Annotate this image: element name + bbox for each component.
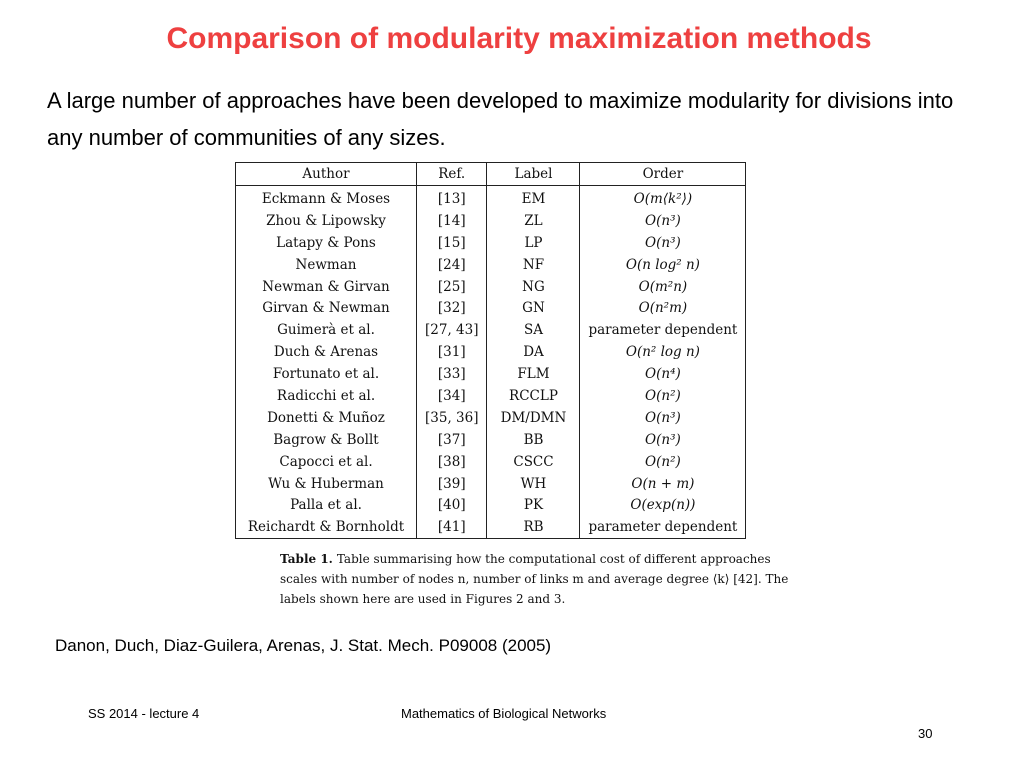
table-row: Bagrow & Bollt [37] BB O(n³) xyxy=(235,428,747,451)
table-row: Reichardt & Bornholdt [41] RB parameter dep… xyxy=(235,516,747,540)
footer-course: SS 2014 - lecture 4 xyxy=(88,706,200,721)
footer-title: Mathematics of Biological Networks xyxy=(401,706,607,721)
cell-ref: [41] xyxy=(415,516,488,540)
cell-author: Eckmann & Moses xyxy=(235,185,417,210)
cell-author: Zhou & Lipowsky xyxy=(235,209,417,232)
table-row: Capocci et al. [38] CSCC O(n²) xyxy=(235,450,747,473)
cell-author: Latapy & Pons xyxy=(235,231,417,254)
cell-ref: [39] xyxy=(415,472,488,495)
table-row: Donetti & Muñoz [35, 36] DM/DMN O(n³) xyxy=(235,406,747,429)
cell-author: Palla et al. xyxy=(235,494,417,517)
table-row: Newman & Girvan [25] NG O(m²n) xyxy=(235,275,747,298)
table-row: Zhou & Lipowsky [14] ZL O(n³) xyxy=(235,209,747,232)
cell-ref: [24] xyxy=(415,253,488,276)
cell-order: parameter dependent xyxy=(579,319,747,342)
citation: Danon, Duch, Diaz-Guilera, Arenas, J. St… xyxy=(55,636,552,655)
cell-order: parameter dependent xyxy=(579,516,747,540)
cell-ref: [38] xyxy=(415,450,488,473)
header-label: Label xyxy=(486,162,581,186)
table-row: Duch & Arenas [31] DA O(n² log n) xyxy=(235,341,747,364)
cell-author: Girvan & Newman xyxy=(235,297,417,320)
cell-ref: [25] xyxy=(415,275,488,298)
cell-ref: [14] xyxy=(415,209,488,232)
table-row: Guimerà et al. [27, 43] SA parameter depend… xyxy=(235,319,747,342)
cell-author: Donetti & Muñoz xyxy=(235,406,417,429)
cell-ref: [13] xyxy=(415,185,488,210)
table-row: Palla et al. [40] PK O(exp(n)) xyxy=(235,494,747,517)
header-author: Author xyxy=(235,162,417,186)
table-body: Eckmann & Moses [13] EM O(m⟨k²⟩) Zhou & Lipo… xyxy=(235,185,747,540)
cell-order: O(n⁴) xyxy=(579,363,747,386)
cell-author: Wu & Huberman xyxy=(235,472,417,495)
table-row: Fortunato et al. [33] FLM O(n⁴) xyxy=(235,363,747,386)
header-order: Order xyxy=(579,162,747,186)
cell-order: O(exp(n)) xyxy=(579,494,747,517)
cell-author: Fortunato et al. xyxy=(235,363,417,386)
cell-label: EM xyxy=(486,185,581,210)
cell-ref: [37] xyxy=(415,428,488,451)
caption-text: Table summarising how the computational … xyxy=(280,552,789,606)
cell-label: SA xyxy=(486,319,581,342)
cell-order: O(n²) xyxy=(579,385,747,407)
cell-label: PK xyxy=(486,494,581,517)
table-row: Wu & Huberman [39] WH O(n + m) xyxy=(235,472,747,495)
table-row: Girvan & Newman [32] GN O(n²m) xyxy=(235,297,747,320)
cell-label: LP xyxy=(486,231,581,254)
cell-author: Reichardt & Bornholdt xyxy=(235,516,417,540)
header-ref: Ref. xyxy=(415,162,488,186)
cell-ref: [31] xyxy=(415,341,488,364)
cell-author: Duch & Arenas xyxy=(235,341,417,364)
cell-label: ZL xyxy=(486,209,581,232)
cell-order: O(n³) xyxy=(579,209,747,232)
cell-order: O(n²) xyxy=(579,450,747,473)
cell-label: BB xyxy=(486,428,581,451)
cell-author: Guimerà et al. xyxy=(235,319,417,342)
cell-order: O(n² log n) xyxy=(579,341,747,364)
cell-ref: [35, 36] xyxy=(415,406,488,429)
cell-ref: [40] xyxy=(415,494,488,517)
cell-order: O(n³) xyxy=(579,231,747,254)
cell-label: WH xyxy=(486,472,581,495)
cell-order: O(n³) xyxy=(579,428,747,451)
table-row: Latapy & Pons [15] LP O(n³) xyxy=(235,231,747,254)
cell-ref: [34] xyxy=(415,385,488,407)
table-caption: Table 1. Table summarising how the comput… xyxy=(280,549,800,609)
table-row: Newman [24] NF O(n log² n) xyxy=(235,253,747,276)
page-number: 30 xyxy=(918,726,933,741)
cell-label: NG xyxy=(486,275,581,298)
cell-author: Newman & Girvan xyxy=(235,275,417,298)
table-row: Eckmann & Moses [13] EM O(m⟨k²⟩) xyxy=(235,185,747,210)
cell-author: Bagrow & Bollt xyxy=(235,428,417,451)
cell-label: GN xyxy=(486,297,581,320)
table-header: Author Ref. Label Order xyxy=(235,162,747,186)
cell-label: RB xyxy=(486,516,581,540)
cell-ref: [27, 43] xyxy=(415,319,488,342)
cell-author: Newman xyxy=(235,253,417,276)
intro-text: A large number of approaches have been d… xyxy=(47,88,954,150)
cell-order: O(n log² n) xyxy=(579,253,747,276)
cell-label: NF xyxy=(486,253,581,276)
cell-order: O(m⟨k²⟩) xyxy=(579,185,747,210)
caption-label: Table 1. xyxy=(280,552,333,566)
cell-order: O(n + m) xyxy=(579,472,747,495)
cell-ref: [33] xyxy=(415,363,488,386)
cell-label: DA xyxy=(486,341,581,364)
cell-ref: [32] xyxy=(415,297,488,320)
slide-title: Comparison of modularity maximization me… xyxy=(166,22,872,55)
cell-label: FLM xyxy=(486,363,581,386)
table-header-row: Author Ref. Label Order xyxy=(235,162,747,186)
cell-order: O(m²n) xyxy=(579,275,747,298)
cell-label: CSCC xyxy=(486,450,581,473)
table-row: Radicchi et al. [34] RCCLP O(n²) xyxy=(235,385,747,407)
cell-order: O(n²m) xyxy=(579,297,747,320)
cell-label: DM/DMN xyxy=(486,406,581,429)
cell-label: RCCLP xyxy=(486,385,581,407)
complexity-table: Author Ref. Label Order Eckmann & Moses[… xyxy=(235,162,747,540)
cell-author: Capocci et al. xyxy=(235,450,417,473)
cell-ref: [15] xyxy=(415,231,488,254)
cell-order: O(n³) xyxy=(579,406,747,429)
cell-author: Radicchi et al. xyxy=(235,385,417,407)
